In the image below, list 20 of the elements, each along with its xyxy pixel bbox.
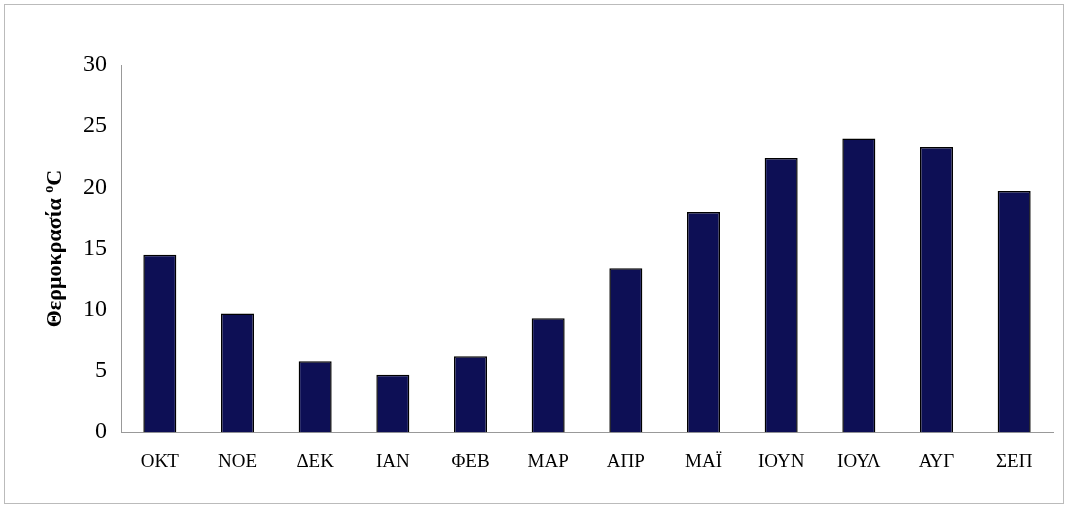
y-tick-label: 0 [95,417,107,444]
x-tick-label: ΟΚΤ [140,449,180,471]
y-tick-label: 20 [83,172,107,199]
x-tick-label: ΦΕΒ [451,449,490,471]
x-tick-label: ΑΠΡ [606,449,645,471]
x-tick-label: ΔΕΚ [296,449,335,471]
y-tick-label: 5 [95,356,107,383]
x-tick-label: ΙΑΝ [375,449,410,471]
x-tick-label: ΣΕΠ [995,449,1033,471]
y-axis-title: Θερμοκρασία oC [41,169,66,328]
x-tick-label: ΙΟΥΛ [837,449,881,471]
y-tick-label: 25 [83,111,107,138]
x-tick-label: ΝΟΕ [217,449,258,471]
y-tick-label: 30 [83,50,107,77]
x-tick-label: ΜΑΪ [685,449,722,471]
y-tick-label: 15 [83,233,107,260]
x-tick-label: ΙΟΥΝ [757,449,805,471]
x-tick-label: ΜΑΡ [527,449,569,471]
x-tick-label: ΑΥΓ [918,449,955,471]
y-tick-label: 10 [83,295,107,322]
